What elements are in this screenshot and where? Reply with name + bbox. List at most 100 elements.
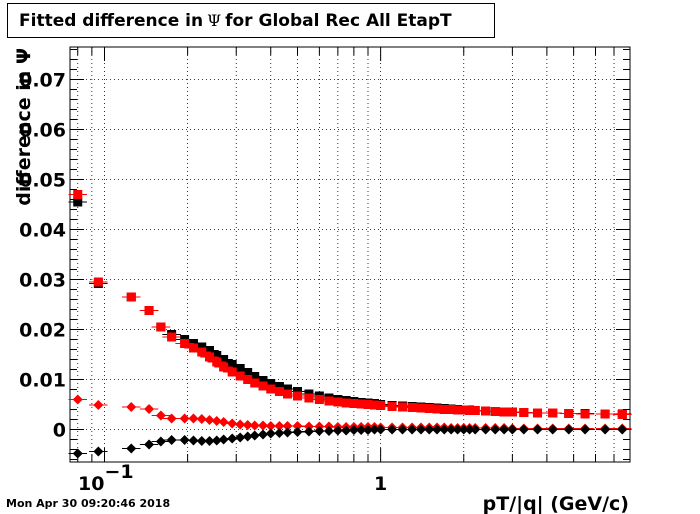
data-point: [283, 384, 293, 394]
data-point: [204, 346, 214, 355]
data-point: [617, 424, 628, 435]
data-point: [218, 434, 229, 445]
data-point: [274, 387, 284, 396]
data-point: [227, 360, 237, 369]
data-point: [250, 378, 260, 388]
data-point: [333, 397, 343, 407]
timestamp: Mon Apr 30 09:20:46 2018: [6, 497, 171, 510]
data-point: [235, 432, 246, 443]
data-point: [166, 413, 177, 424]
data-point: [73, 190, 83, 199]
data-series: [68, 190, 632, 419]
data-point: [196, 414, 207, 424]
data-point: [324, 396, 334, 406]
data-point: [243, 375, 253, 384]
y-tick-label: 0.07: [19, 70, 66, 92]
data-point: [266, 379, 276, 388]
y-tick-label: 0.06: [19, 120, 66, 142]
data-point: [282, 427, 293, 438]
data-point: [314, 426, 325, 436]
data-point: [227, 433, 238, 444]
data-point: [387, 402, 397, 411]
data-point: [197, 342, 207, 352]
data-point: [375, 424, 386, 435]
x-tick-label-exponent: −1: [104, 461, 133, 483]
data-point: [292, 427, 303, 437]
data-point: [72, 394, 83, 405]
data-point: [563, 424, 574, 435]
data-point: [258, 381, 268, 391]
y-tick-label: 0.04: [19, 220, 66, 242]
y-tick-label: 0.05: [19, 170, 66, 192]
data-point: [204, 415, 215, 425]
data-point: [397, 402, 407, 412]
chart-title-prefix: Fitted difference in: [19, 11, 204, 31]
data-point: [219, 362, 229, 372]
data-point: [600, 409, 610, 419]
data-point: [243, 368, 253, 377]
data-point: [533, 408, 543, 418]
data-point: [564, 409, 574, 418]
data-point: [548, 408, 558, 418]
data-point: [204, 352, 214, 362]
data-point: [480, 424, 491, 435]
data-point: [532, 424, 543, 435]
data-point: [235, 364, 245, 373]
data-point: [126, 443, 137, 454]
data-point: [283, 389, 293, 399]
data-point: [292, 421, 303, 431]
data-point: [507, 407, 517, 417]
data-point: [180, 339, 190, 348]
data-point: [304, 393, 314, 403]
data-point: [617, 410, 627, 419]
data-point: [144, 404, 155, 414]
plot-frame: [69, 46, 631, 463]
data-point: [93, 277, 103, 287]
data-point: [235, 371, 245, 381]
data-layer: [68, 190, 632, 459]
data-point: [303, 426, 314, 437]
data-point: [144, 306, 154, 315]
y-axis-label: difference in Ψ: [13, 48, 35, 206]
data-point: [188, 343, 198, 353]
data-point: [155, 436, 166, 447]
data-point: [126, 402, 137, 412]
x-tick-label: 1: [374, 473, 387, 495]
data-point: [242, 431, 253, 442]
data-point: [197, 347, 207, 357]
data-point: [249, 430, 260, 441]
data-point: [156, 322, 166, 332]
data-point: [73, 197, 83, 207]
data-point: [218, 417, 229, 427]
data-point: [258, 429, 269, 440]
data-point: [166, 435, 177, 445]
data-point: [600, 424, 611, 435]
data-point: [282, 421, 293, 431]
data-point: [93, 400, 104, 410]
data-point: [470, 406, 480, 415]
data-point: [211, 435, 222, 446]
data-point: [519, 408, 529, 417]
data-point: [387, 424, 398, 435]
data-point: [293, 391, 303, 401]
y-tick-label: 0.03: [19, 270, 66, 292]
y-tick-label: 0: [53, 420, 66, 442]
data-point: [212, 351, 222, 360]
data-point: [250, 372, 260, 381]
data-point: [376, 401, 386, 410]
y-tick-label: 0.02: [19, 320, 66, 342]
data-point: [481, 406, 491, 416]
data-point: [518, 424, 529, 435]
data-point: [167, 332, 177, 342]
data-point: [580, 424, 591, 435]
data-point: [547, 424, 558, 435]
data-point: [144, 439, 155, 450]
data-point: [266, 384, 276, 394]
data-point: [227, 418, 238, 429]
data-point: [219, 355, 229, 364]
data-point: [580, 409, 590, 419]
y-tick-label: 0.01: [19, 370, 66, 392]
data-point: [397, 424, 408, 435]
